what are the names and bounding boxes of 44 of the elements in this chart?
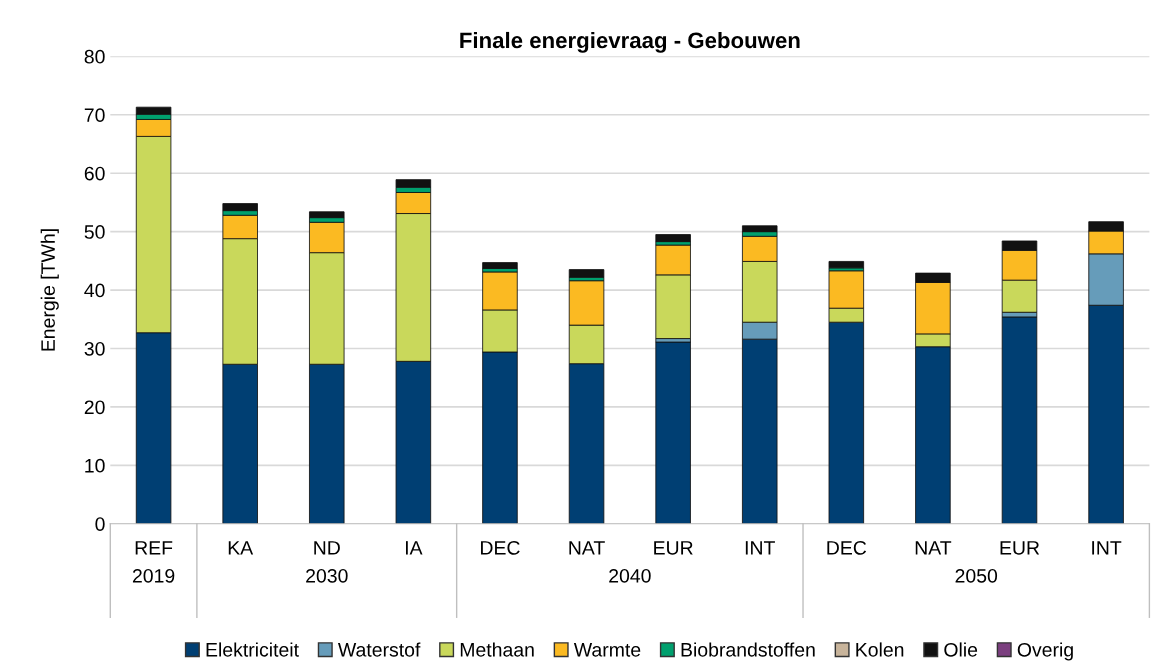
legend-label: Waterstof — [337, 642, 421, 657]
legend-label: Kolen — [856, 642, 904, 657]
bar — [568, 269, 605, 278]
y-tick-label: 10 — [85, 458, 105, 473]
bar — [655, 234, 691, 242]
y-tick-label: 50 — [84, 225, 105, 239]
x-tick-label: NAT — [569, 541, 605, 555]
x-tick-label: DEC — [481, 540, 520, 555]
text: 2019 — [132, 568, 175, 583]
bar — [1001, 316, 1038, 524]
y-tick-label: 70 — [84, 108, 105, 123]
bar — [741, 225, 778, 233]
chart-title: Finale energievraag - Gebouwen — [460, 31, 800, 53]
legend-label: Overig — [1017, 642, 1073, 661]
text: 2030 — [306, 568, 348, 583]
x-tick-label: EUR — [1000, 541, 1040, 555]
bar — [828, 261, 865, 269]
x-tick-label: NAT — [915, 541, 952, 555]
legend-label: Methaan — [460, 642, 534, 657]
bar — [482, 262, 518, 269]
legend-label: Biobrandstoffen — [681, 642, 815, 657]
legend-label: Warmte — [573, 643, 641, 657]
text: 2050 — [955, 568, 998, 583]
legend-label: Elektriciteit — [206, 642, 299, 657]
x-tick-label: DEC — [827, 540, 867, 555]
x-tick-label: ND — [314, 541, 340, 555]
x-tick-label: KA — [228, 541, 254, 555]
y-tick-label: 40 — [84, 283, 105, 298]
y-tick-label: 30 — [84, 341, 105, 356]
bar — [222, 203, 258, 212]
y-axis-title: Energie [TWh] — [40, 229, 59, 351]
bar — [309, 211, 345, 219]
x-tick-label: IA — [405, 541, 423, 555]
x-tick-label: INT — [1092, 541, 1122, 555]
y-tick-label: 60 — [84, 166, 105, 181]
text: 2040 — [609, 568, 651, 583]
x-tick-label: INT — [745, 541, 775, 555]
x-tick-label: REF — [135, 541, 173, 555]
y-tick-label: 20 — [84, 400, 105, 415]
x-tick-label: EUR — [654, 541, 693, 555]
y-tick-label: 80 — [84, 49, 105, 64]
y-tick-label: 0 — [95, 517, 105, 532]
bar — [655, 341, 691, 524]
legend-label: Olie — [944, 642, 978, 657]
